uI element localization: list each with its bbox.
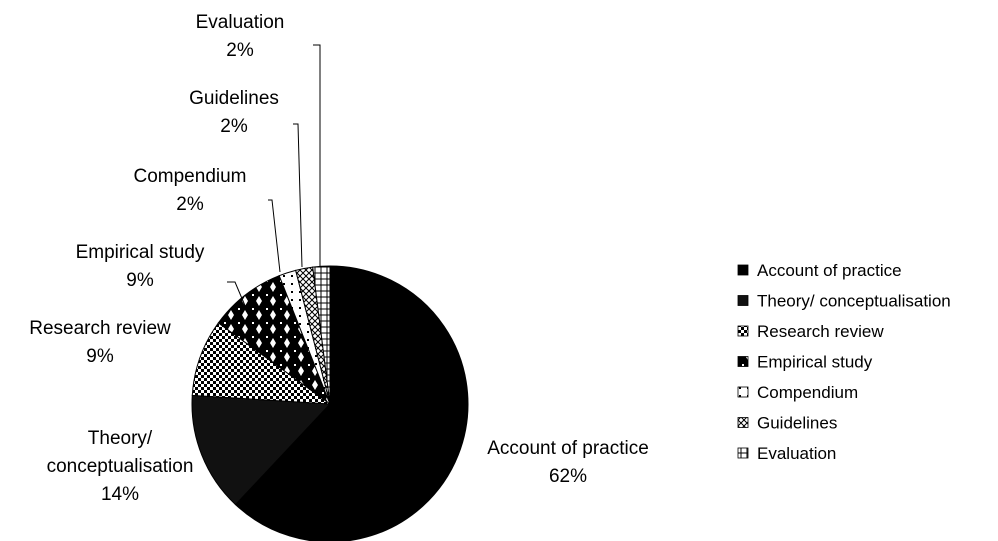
legend-swatch-empirical-study (737, 356, 749, 367)
slice-label-compendium: Compendium 2% (134, 166, 247, 215)
legend-label-guidelines: Guidelines (757, 414, 837, 433)
leader-line-guidelines (293, 123, 303, 268)
legend-swatch-guidelines (737, 417, 749, 428)
legend-swatch-evaluation (737, 447, 749, 459)
pie-slice-theory-conceptualisation (191, 394, 332, 506)
slice-labels: Account of practice 62% Theory/conceptuali… (29, 12, 649, 505)
slice-label-guidelines: Guidelines 2% (189, 88, 279, 137)
leader-line-compendium (268, 199, 281, 273)
legend-swatch-theory-conceptualisation (737, 295, 749, 306)
legend-swatch-compendium (737, 386, 749, 398)
legend-label-theory-conceptualisation: Theory/ conceptualisation (757, 292, 951, 311)
legend-label-evaluation: Evaluation (757, 444, 836, 463)
legend-label-empirical-study: Empirical study (757, 353, 873, 372)
pie-slices (191, 265, 469, 541)
legend-label-compendium: Compendium (757, 383, 858, 402)
legend-swatch-account-of-practice (737, 264, 749, 276)
leader-line-empirical-study (227, 281, 247, 309)
pie-slice-evaluation (312, 265, 331, 405)
slice-label-research-review: Research review 9% (29, 318, 171, 367)
legend-label-account-of-practice: Account of practice (757, 261, 902, 280)
slice-label-theory-conceptualisation: Theory/conceptualisation 14% (47, 428, 194, 505)
legend: Account of practice Theory/ conceptualisa… (737, 261, 951, 463)
pie-slice-account-of-practice (234, 265, 469, 541)
legend-swatch-research-review (737, 325, 749, 337)
legend-label-research-review: Research review (757, 322, 884, 341)
slice-label-account-of-practice: Account of practice 62% (487, 438, 649, 487)
leader-lines (227, 44, 321, 309)
slice-label-evaluation: Evaluation 2% (196, 12, 285, 61)
slice-label-empirical-study: Empirical study 9% (76, 242, 205, 291)
leader-line-evaluation (313, 44, 321, 266)
